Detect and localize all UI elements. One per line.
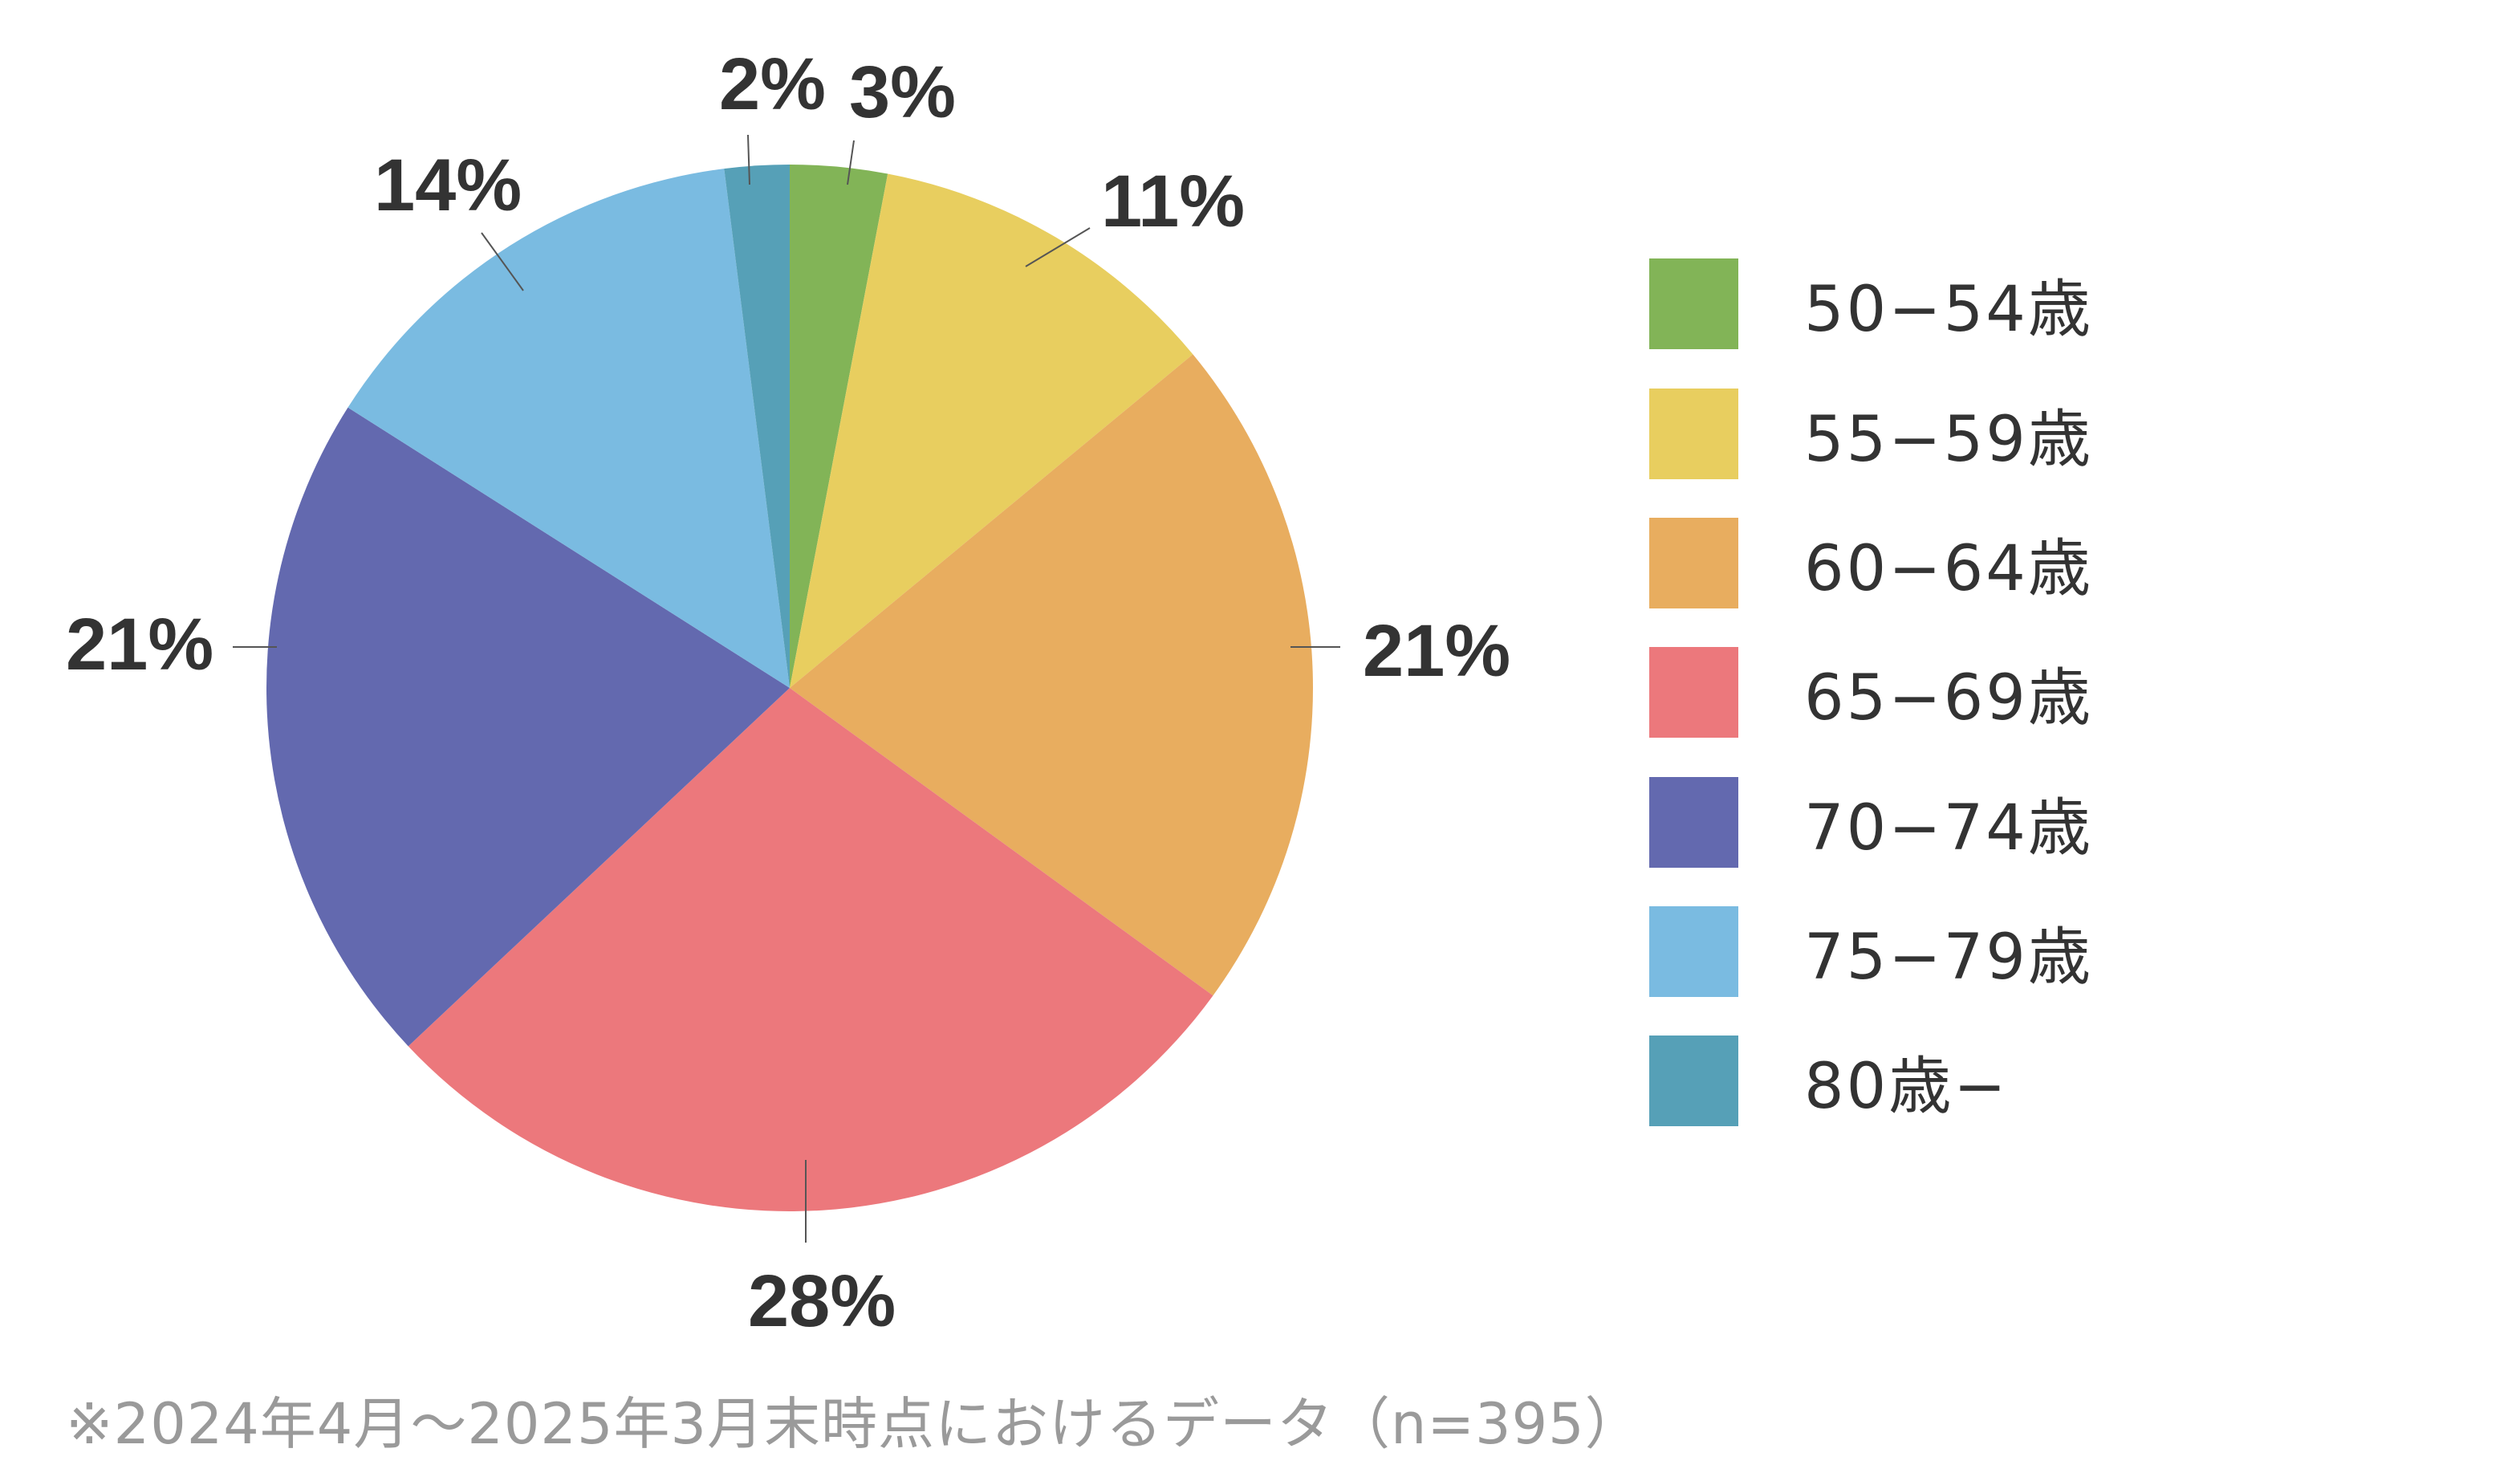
label-70-74: 21% [66,604,213,686]
legend-swatch [1649,647,1738,738]
pie-slice [266,407,790,1047]
pie-slice [408,688,1213,1211]
legend-label: 60−64歳 [1804,532,2093,605]
pie-slice [790,165,888,688]
legend-item-60-64: 60−64歳 [1649,518,2211,608]
leader-line-11 [1025,227,1091,267]
legend-item-75-79: 75−79歳 [1649,906,2211,997]
legend-item-65-69: 65−69歳 [1649,647,2211,738]
legend-label: 65−69歳 [1804,661,2093,734]
leader-line-2 [747,134,750,185]
legend-item-55-59: 55−59歳 [1649,389,2211,479]
legend-label: 80歳− [1804,1050,2009,1123]
legend-label: 75−79歳 [1804,921,2093,994]
label-55-59: 11% [1101,161,1245,242]
label-50-54: 3% [849,51,956,133]
label-60-64: 21% [1363,610,1510,692]
label-65-69: 28% [748,1260,896,1342]
pie-slice [790,354,1313,996]
legend-label: 50−54歳 [1804,273,2093,346]
legend-swatch [1649,777,1738,868]
pie-slice [348,169,791,688]
pie-slice [724,165,790,688]
legend-label: 55−59歳 [1804,403,2093,476]
legend-swatch [1649,389,1738,479]
label-75-79: 14% [374,144,522,226]
label-80-plus: 2% [719,43,826,125]
legend-item-80-plus: 80歳− [1649,1036,2211,1126]
legend-swatch [1649,258,1738,349]
legend-item-70-74: 70−74歳 [1649,777,2211,868]
leader-lines [233,134,1340,1243]
leader-line-14 [481,232,524,291]
leader-line-3 [847,140,855,185]
legend-label: 70−74歳 [1804,791,2093,865]
legend-swatch [1649,518,1738,608]
pie-slices [266,165,1313,1211]
legend-swatch [1649,1036,1738,1126]
pie-slice [790,173,1193,688]
legend-swatch [1649,906,1738,997]
footnote: ※2024年4月〜2025年3月末時点におけるデータ（n=395） [66,1391,1642,1457]
legend-item-50-54: 50−54歳 [1649,258,2211,349]
